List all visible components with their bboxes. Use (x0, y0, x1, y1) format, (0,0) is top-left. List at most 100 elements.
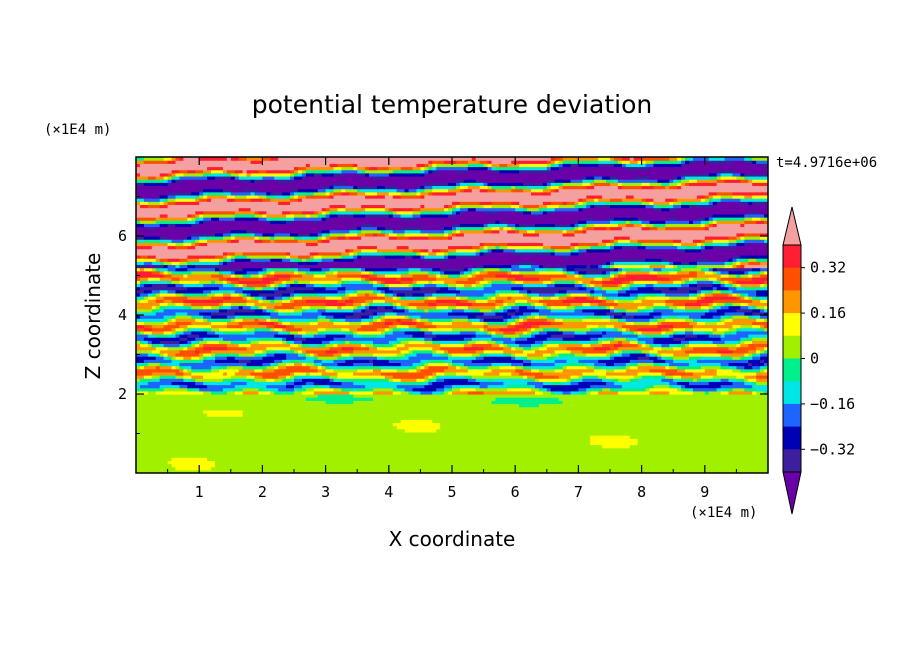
field-cell (641, 375, 666, 379)
field-cell (424, 299, 437, 303)
field-cell (258, 273, 263, 278)
field-cell (720, 384, 753, 389)
field-cell (621, 160, 631, 164)
field-cell (633, 321, 651, 326)
field-cell (199, 194, 204, 199)
field-cell (191, 330, 208, 335)
field-cell (511, 352, 516, 357)
field-cell (341, 381, 354, 386)
field-cell (246, 302, 256, 307)
field-cell (566, 273, 576, 278)
field-cell (218, 217, 236, 221)
field-cell (436, 251, 445, 256)
field-cell (542, 327, 560, 332)
x-tick-label: 9 (700, 483, 709, 501)
field-cell (621, 311, 627, 316)
field-cell (159, 239, 173, 243)
field-cell (361, 277, 366, 281)
field-cell (740, 324, 753, 329)
field-cell (752, 390, 757, 395)
field-cell (534, 375, 560, 379)
field-cell (199, 359, 204, 363)
field-cell (246, 270, 260, 275)
field-cell (175, 318, 196, 322)
field-cell (147, 201, 161, 205)
field-cell (503, 340, 516, 345)
field-cell (598, 157, 611, 161)
field-cell (637, 286, 655, 291)
field-cell (704, 289, 714, 294)
field-cell (744, 220, 757, 224)
field-cell (222, 337, 248, 341)
field-cell (467, 270, 473, 275)
field-cell (471, 302, 497, 307)
field-cell (617, 270, 623, 275)
field-cell (136, 207, 240, 212)
field-cell (199, 191, 204, 196)
field-cell (515, 356, 524, 360)
field-cell (226, 157, 232, 161)
field-cell (645, 283, 655, 288)
field-cell (369, 346, 378, 351)
field-cell (349, 340, 362, 345)
field-cell (191, 327, 204, 332)
field-cell (325, 327, 342, 332)
field-cell (436, 378, 445, 382)
field-cell (313, 362, 319, 367)
field-cell (756, 160, 768, 164)
field-cell (266, 213, 287, 218)
field-cell (452, 384, 481, 389)
field-cell (136, 337, 145, 341)
field-cell (669, 204, 674, 209)
field-cell (242, 387, 260, 392)
field-cell (613, 270, 619, 275)
field-cell (681, 384, 686, 389)
field-cell (250, 359, 275, 363)
field-cell (724, 315, 734, 319)
field-cell (495, 292, 500, 297)
field-cell (147, 362, 161, 367)
field-cell (515, 368, 524, 373)
field-cell (685, 343, 690, 348)
field-cell (641, 340, 647, 345)
field-cell (333, 166, 342, 171)
field-cell (242, 412, 768, 417)
field-cell (187, 267, 216, 272)
field-cell (613, 267, 619, 272)
field-cell (637, 296, 647, 300)
field-cell (475, 207, 516, 212)
field-cell (704, 308, 710, 313)
field-cell (341, 188, 346, 193)
field-cell (175, 264, 181, 269)
field-cell (728, 270, 745, 275)
field-cell (471, 157, 477, 161)
field-cell (159, 213, 169, 218)
field-cell (432, 169, 441, 174)
field-cell (716, 191, 734, 196)
field-cell (455, 283, 465, 288)
field-cell (728, 289, 734, 294)
field-cell (400, 321, 418, 326)
field-cell (230, 175, 236, 180)
field-cell (459, 286, 477, 291)
field-cell (282, 359, 291, 363)
field-cell (238, 368, 256, 373)
field-cell (523, 232, 540, 237)
field-cell (444, 359, 453, 363)
field-cell (305, 387, 315, 392)
field-cell (471, 337, 493, 341)
field-cell (752, 362, 765, 367)
field-cell (617, 327, 623, 332)
field-cell (483, 346, 504, 351)
field-cell (448, 311, 485, 316)
field-cell (349, 191, 358, 196)
field-cell (724, 179, 741, 183)
field-cell (503, 318, 508, 322)
field-cell (610, 308, 615, 313)
field-cell (724, 333, 749, 338)
field-cell (345, 289, 354, 294)
field-cell (692, 277, 710, 281)
field-cell (258, 299, 263, 303)
colorbar: 0.320.160−0.16−0.32 (782, 206, 855, 515)
field-cell (546, 267, 556, 272)
